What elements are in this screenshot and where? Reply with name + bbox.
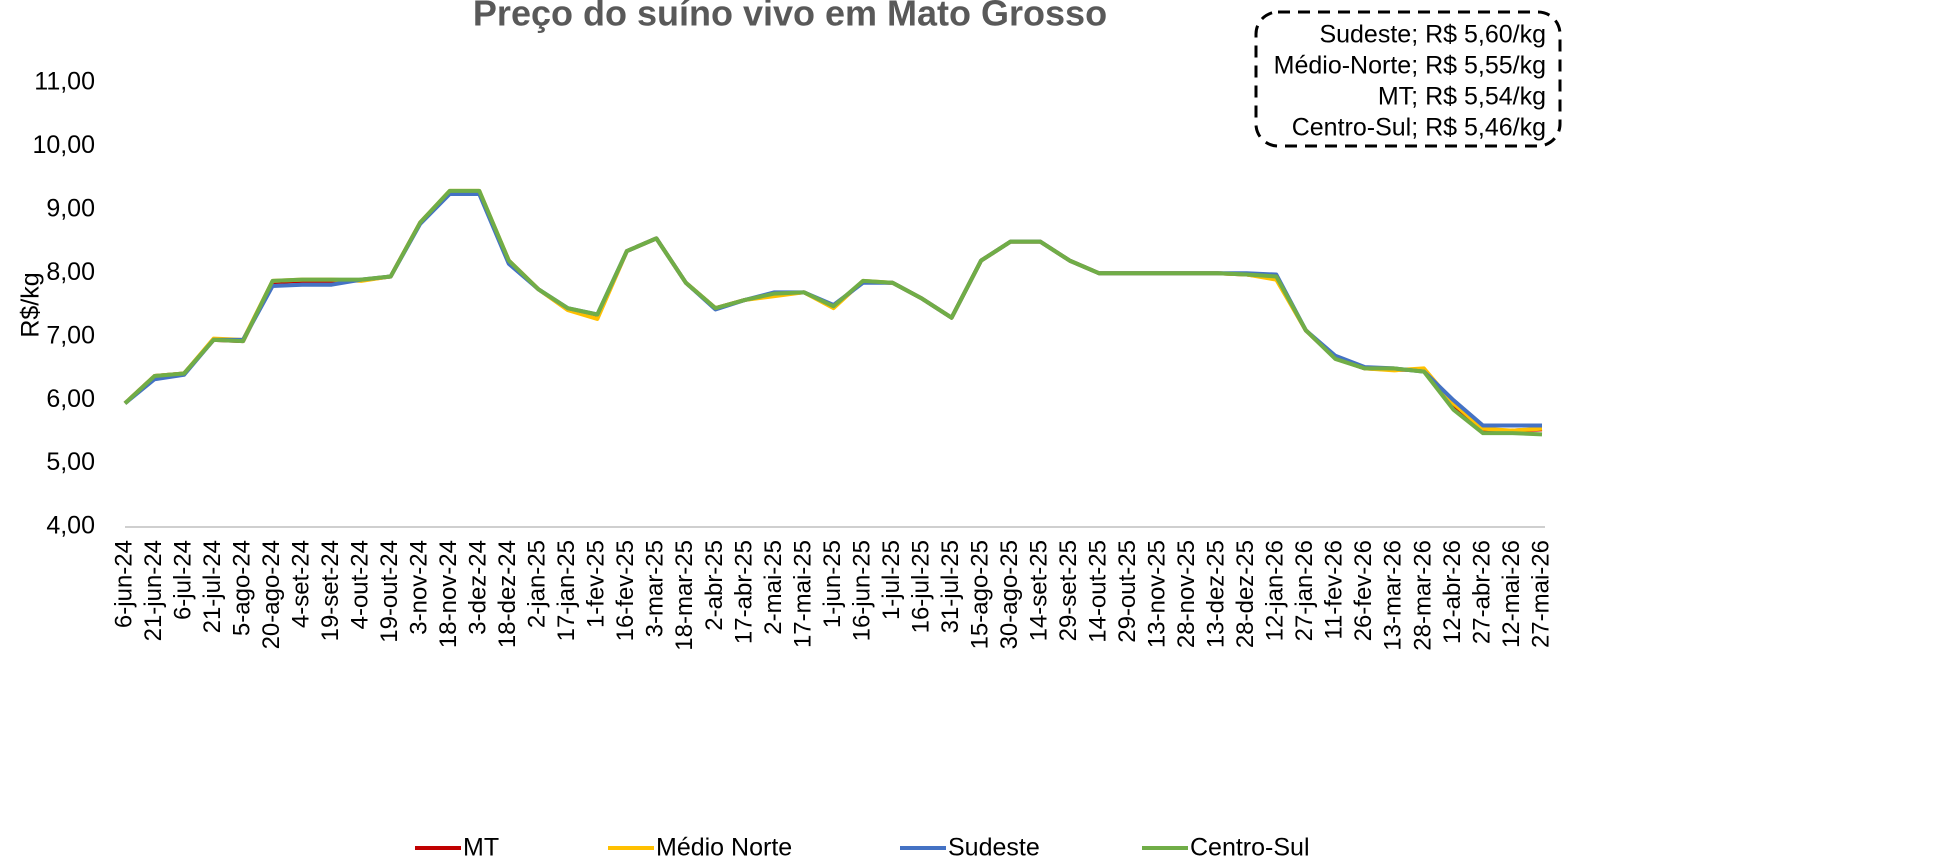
x-tick-label: 29-set-25 — [1055, 540, 1082, 641]
x-tick-label: 3-mar-25 — [642, 540, 669, 637]
x-tick-label: 12-mai-26 — [1498, 540, 1525, 648]
y-tick-label: 9,00 — [46, 194, 95, 222]
x-tick-label: 14-out-25 — [1085, 540, 1112, 643]
x-tick-label: 18-mar-25 — [671, 540, 698, 651]
x-tick-label: 18-dez-24 — [494, 540, 521, 648]
x-tick-label: 11-fev-26 — [1321, 540, 1348, 640]
y-tick-label: 7,00 — [46, 321, 95, 349]
x-tick-label: 6-jul-24 — [169, 540, 196, 620]
x-tick-label: 27-jan-26 — [1291, 540, 1318, 641]
x-tick-label: 20-ago-24 — [258, 540, 285, 649]
x-tick-label: 31-jul-25 — [937, 540, 964, 633]
legend-label: Médio Norte — [656, 834, 792, 862]
legend-label: Sudeste — [948, 834, 1040, 862]
x-tick-label: 13-nov-25 — [1144, 540, 1171, 648]
y-axis-label: R$/kg — [17, 272, 45, 337]
x-tick-label: 12-jan-26 — [1262, 540, 1289, 641]
annotation-box — [1254, 10, 1562, 148]
series-line — [123, 190, 1543, 433]
y-tick-label: 6,00 — [46, 385, 95, 413]
x-tick-label: 3-dez-24 — [465, 540, 492, 635]
annotation: MT; R$ 5,54/kg — [1378, 83, 1546, 111]
x-tick-label: 19-set-24 — [317, 540, 344, 641]
y-tick-label: 5,00 — [46, 448, 95, 476]
y-tick-label: 11,00 — [34, 68, 95, 96]
chart-title: Preço do suíno vivo em Mato Grosso — [473, 0, 1107, 34]
x-tick-label: 1-jun-25 — [819, 540, 846, 628]
x-tick-label: 16-fev-25 — [612, 540, 639, 641]
x-tick-label: 16-jul-25 — [907, 540, 934, 633]
x-tick-label: 27-mai-26 — [1527, 540, 1554, 648]
x-tick-label: 17-mai-25 — [789, 540, 816, 648]
x-tick-label: 28-nov-25 — [1173, 540, 1200, 648]
legend-label: Centro-Sul — [1190, 834, 1310, 862]
x-tick-label: 30-ago-25 — [996, 540, 1023, 649]
x-tick-label: 12-abr-26 — [1439, 540, 1466, 644]
series-line — [123, 188, 1543, 433]
x-tick-label: 17-jan-25 — [553, 540, 580, 641]
x-tick-label: 21-jul-24 — [199, 540, 226, 633]
x-tick-label: 4-set-24 — [287, 540, 314, 628]
x-tick-label: 29-out-25 — [1114, 540, 1141, 643]
x-tick-label: 1-jul-25 — [878, 540, 905, 620]
x-tick-label: 13-dez-25 — [1203, 540, 1230, 648]
y-tick-label: 8,00 — [46, 258, 95, 286]
annotation: Sudeste; R$ 5,60/kg — [1319, 21, 1546, 49]
x-tick-label: 13-mar-26 — [1380, 540, 1407, 651]
x-tick-label: 18-nov-24 — [435, 540, 462, 648]
x-tick-label: 21-jun-24 — [140, 540, 167, 641]
x-tick-label: 17-abr-25 — [730, 540, 757, 644]
x-tick-label: 3-nov-24 — [406, 540, 433, 635]
x-tick-label: 2-abr-25 — [701, 540, 728, 631]
legend-label: MT — [463, 834, 499, 862]
y-tick-label: 10,00 — [32, 131, 95, 159]
x-tick-label: 2-jan-25 — [524, 540, 551, 628]
x-tick-label: 2-mai-25 — [760, 540, 787, 635]
x-tick-label: 4-out-24 — [347, 540, 374, 629]
y-tick-label: 4,00 — [46, 512, 95, 540]
x-tick-label: 14-set-25 — [1025, 540, 1052, 641]
x-tick-label: 5-ago-24 — [228, 540, 255, 636]
series-line — [123, 188, 1543, 437]
x-tick-label: 6-jun-24 — [110, 540, 137, 628]
x-tick-label: 27-abr-26 — [1468, 540, 1495, 644]
x-tick-label: 19-out-24 — [376, 540, 403, 643]
x-tick-label: 1-fev-25 — [583, 540, 610, 628]
x-tick-label: 28-dez-25 — [1232, 540, 1259, 648]
x-tick-label: 28-mar-26 — [1409, 540, 1436, 651]
annotation: Centro-Sul; R$ 5,46/kg — [1292, 114, 1546, 142]
x-tick-label: 16-jun-25 — [848, 540, 875, 641]
x-tick-label: 26-fev-26 — [1350, 540, 1377, 641]
annotation: Médio-Norte; R$ 5,55/kg — [1274, 52, 1546, 80]
x-tick-label: 15-ago-25 — [966, 540, 993, 649]
